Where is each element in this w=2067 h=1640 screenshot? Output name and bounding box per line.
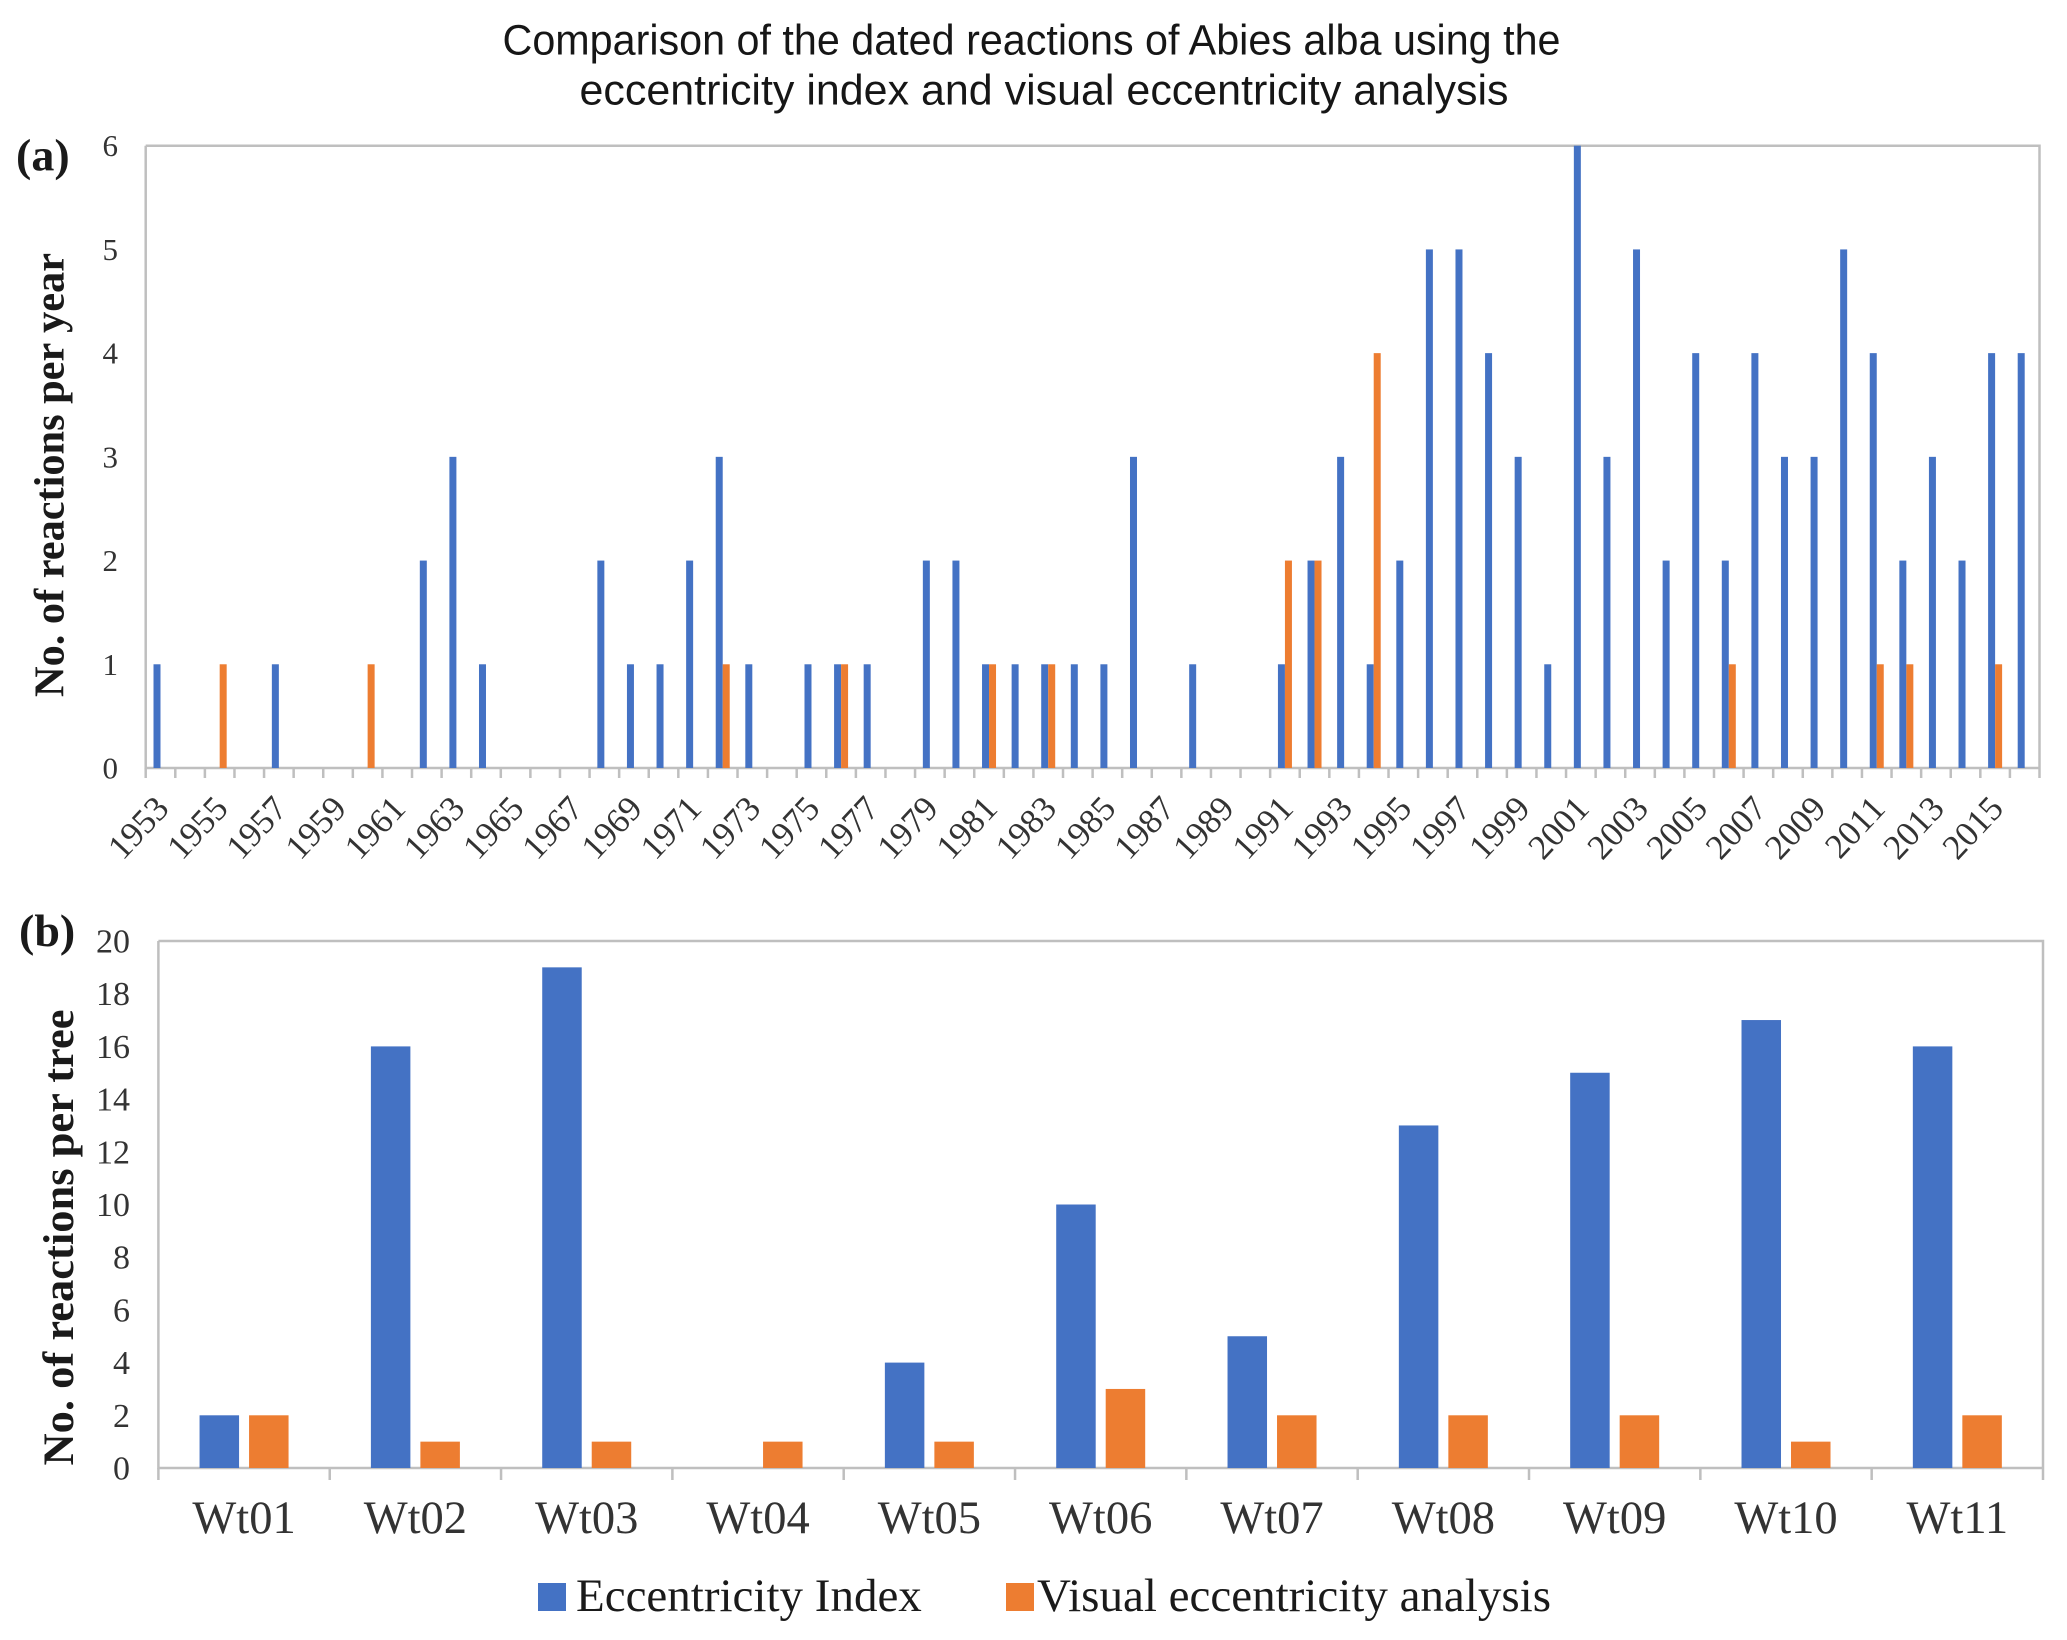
svg-text:1: 1 [103,647,119,682]
svg-text:6: 6 [113,1292,130,1329]
svg-text:Wt08: Wt08 [1392,1493,1495,1544]
svg-text:2: 2 [113,1398,130,1435]
svg-text:Wt09: Wt09 [1563,1493,1666,1544]
svg-text:(a): (a) [16,130,70,181]
svg-text:Wt03: Wt03 [535,1493,638,1544]
svg-text:0: 0 [103,751,119,786]
svg-text:Wt06: Wt06 [1049,1493,1152,1544]
svg-text:Wt02: Wt02 [364,1493,467,1544]
svg-text:No. of reactions per tree: No. of reactions per tree [35,1010,83,1466]
svg-text:0: 0 [113,1451,130,1488]
svg-text:14: 14 [96,1082,130,1119]
svg-text:(b): (b) [19,905,75,956]
svg-text:10: 10 [96,1187,130,1224]
svg-text:4: 4 [103,336,119,371]
svg-text:Wt11: Wt11 [1907,1493,2009,1544]
svg-text:3: 3 [103,439,119,474]
svg-text:Comparison of the dated reacti: Comparison of the dated reactions of Abi… [503,17,1561,65]
svg-text:4: 4 [113,1345,130,1382]
svg-text:5: 5 [103,232,119,267]
svg-text:18: 18 [96,976,130,1013]
svg-text:6: 6 [103,128,119,163]
svg-text:Wt10: Wt10 [1734,1493,1837,1544]
svg-text:Wt07: Wt07 [1220,1493,1323,1544]
svg-text:No. of reactions per year: No. of reactions per year [28,253,74,697]
svg-text:eccentricity index and visual: eccentricity index and visual eccentrici… [580,67,1509,115]
svg-text:Visual eccentricity analysis: Visual eccentricity analysis [1037,1570,1551,1622]
svg-text:Eccentricity Index: Eccentricity Index [576,1570,922,1622]
svg-text:Wt04: Wt04 [706,1493,809,1544]
svg-text:20: 20 [96,924,130,961]
svg-text:Wt05: Wt05 [878,1493,981,1544]
svg-text:8: 8 [113,1240,130,1277]
svg-text:12: 12 [96,1134,130,1171]
svg-text:16: 16 [96,1029,130,1066]
svg-text:2: 2 [103,543,119,578]
svg-text:Wt01: Wt01 [192,1493,295,1544]
